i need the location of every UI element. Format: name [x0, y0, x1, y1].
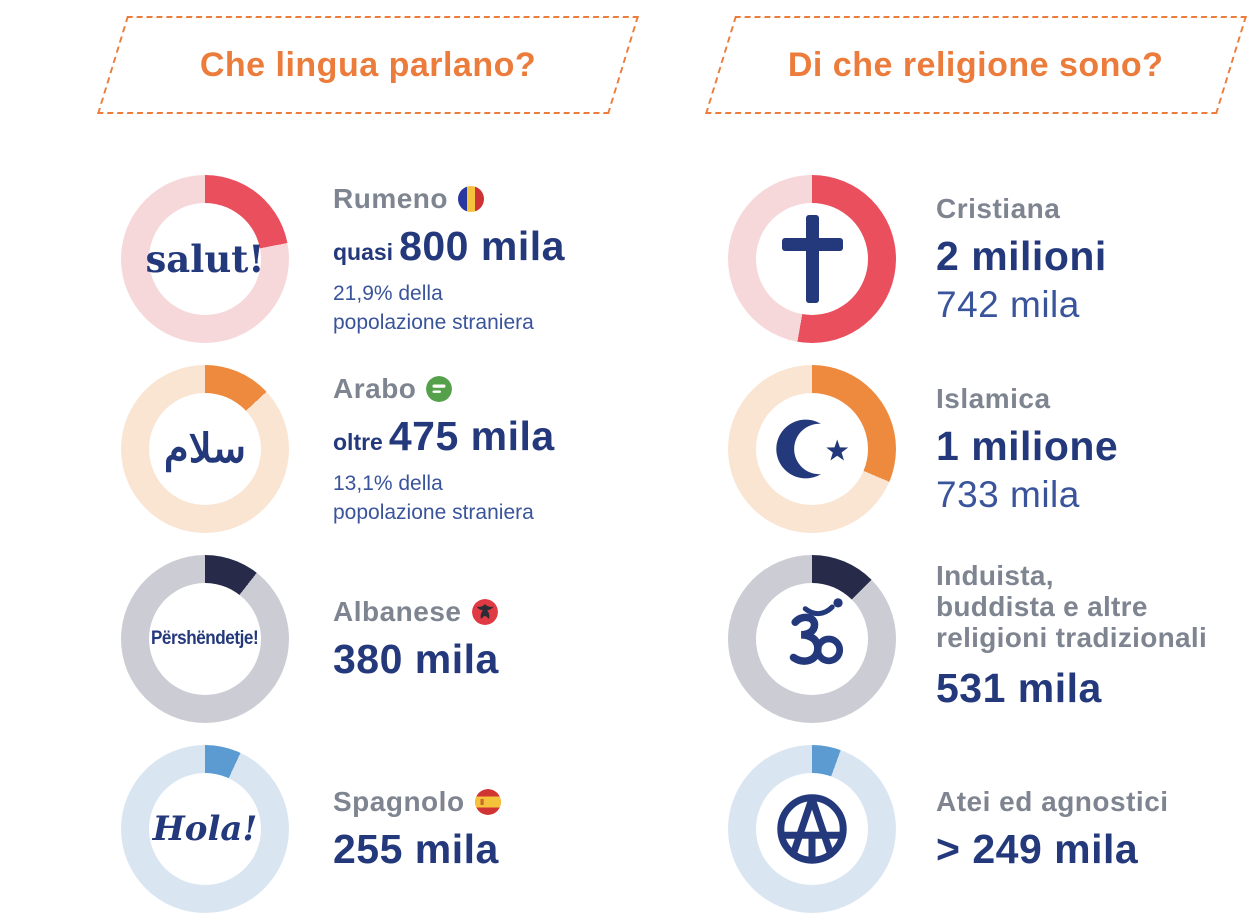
- donut-chart-atei: [728, 745, 896, 913]
- value-number: 380 mila: [333, 635, 499, 682]
- donut-chart-induista: [728, 555, 896, 723]
- religion-row-induista: Induista, buddista e altre religioni tra…: [728, 555, 1207, 723]
- religion-label-line3: religioni tradizionali: [936, 622, 1208, 653]
- language-label-row: Rumeno: [333, 183, 565, 215]
- religion-label-line2: buddista e altre: [936, 591, 1148, 622]
- language-row-albanese: Përshëndetje! Albanese 380 mila: [121, 555, 499, 723]
- language-label: Spagnolo: [333, 785, 465, 817]
- donut-hole: Përshëndetje!: [149, 583, 261, 695]
- value-number-light: 742 mila: [936, 283, 1080, 325]
- romania-flag-icon: [458, 185, 484, 212]
- value-line: 380 mila: [333, 636, 499, 683]
- value-line: > 249 mila: [936, 826, 1169, 873]
- value-qualifier: quasi: [333, 238, 394, 265]
- language-label-row: Albanese: [333, 596, 499, 628]
- christian-cross-icon: [782, 215, 843, 303]
- value-number-light: 733 mila: [936, 473, 1080, 515]
- saudi-arabia-flag-icon: [426, 375, 453, 402]
- donut-hole: salut!: [145, 203, 265, 315]
- donut-chart-arabo: سلام: [121, 365, 289, 533]
- donut-chart-islamica: [728, 365, 896, 533]
- religion-info-induista: Induista, buddista e altre religioni tra…: [936, 560, 1207, 712]
- religion-row-atei: Atei ed agnostici > 249 mila: [728, 745, 1169, 913]
- spain-flag-icon: [474, 788, 501, 815]
- albania-flag-icon: [471, 598, 498, 625]
- donut-hole: [756, 393, 868, 505]
- value-line: 1 milione: [936, 423, 1118, 470]
- atheism-symbol-icon: [777, 794, 847, 864]
- value-number: 255 mila: [333, 825, 499, 872]
- language-row-rumeno: salut! Rumeno quasi 800 mila 21,9% della …: [121, 175, 565, 343]
- value-line: oltre 475 mila: [333, 413, 555, 460]
- religion-info-islamica: Islamica 1 milione 733 mila: [936, 383, 1118, 516]
- donut-hole: [756, 773, 868, 885]
- religion-label: Islamica: [936, 382, 1051, 414]
- religion-label-line1: Induista,: [936, 560, 1054, 591]
- language-label-row: Arabo: [333, 373, 555, 405]
- value-number-bold: 2 milioni: [936, 232, 1107, 279]
- religion-row-islamica: Islamica 1 milione 733 mila: [728, 365, 1118, 533]
- religion-label: Cristiana: [936, 192, 1061, 224]
- value-number-bold: 1 milione: [936, 422, 1119, 469]
- languages-header-title: Che lingua parlano?: [199, 45, 537, 84]
- greeting-text-spanish: Hola!: [152, 809, 258, 849]
- donut-hole: Hola!: [149, 773, 261, 885]
- language-row-spagnolo: Hola! Spagnolo 255 mila: [121, 745, 501, 913]
- percent-note-line1: 13,1% della: [333, 471, 443, 495]
- language-label-row: Spagnolo: [333, 786, 501, 818]
- languages-header-banner: Che lingua parlano?: [97, 16, 639, 114]
- greeting-text-romanian: salut!: [145, 237, 265, 281]
- donut-chart-cristiana: [728, 175, 896, 343]
- language-info-arabo: Arabo oltre 475 mila 13,1% della popolazi…: [333, 373, 555, 526]
- value-line: 2 milioni: [936, 233, 1107, 280]
- donut-chart-albanese: Përshëndetje!: [121, 555, 289, 723]
- donut-hole: [756, 203, 868, 315]
- religions-header-title: Di che religione sono?: [788, 45, 1164, 84]
- greeting-text-arabic: سلام: [163, 427, 247, 471]
- language-label: Arabo: [333, 372, 417, 404]
- value-number-bold: 531 mila: [936, 665, 1102, 711]
- om-symbol-icon: [789, 598, 844, 665]
- religions-header-banner: Di che religione sono?: [705, 16, 1247, 114]
- religion-label-multiline: Induista, buddista e altre religioni tra…: [936, 560, 1207, 653]
- language-info-spagnolo: Spagnolo 255 mila: [333, 786, 501, 873]
- language-row-arabo: سلام Arabo oltre 475 mila 13,1% della pop…: [121, 365, 555, 533]
- value-line: quasi 800 mila: [333, 223, 565, 270]
- value-number: 475 mila: [388, 412, 555, 459]
- donut-hole: [756, 583, 868, 695]
- value-line: 531 mila: [936, 665, 1207, 712]
- religion-info-cristiana: Cristiana 2 milioni 742 mila: [936, 193, 1107, 326]
- value-number: 800 mila: [399, 222, 565, 269]
- religion-info-atei: Atei ed agnostici > 249 mila: [936, 786, 1169, 873]
- value-qualifier: oltre: [333, 428, 383, 455]
- language-label: Rumeno: [333, 182, 448, 214]
- donut-chart-rumeno: salut!: [121, 175, 289, 343]
- value-number-bold: > 249 mila: [936, 825, 1139, 872]
- language-info-rumeno: Rumeno quasi 800 mila 21,9% della popolaz…: [333, 183, 565, 336]
- language-label: Albanese: [333, 595, 462, 627]
- islam-crescent-star-icon: [776, 419, 849, 479]
- value-line: 255 mila: [333, 826, 501, 873]
- language-info-albanese: Albanese 380 mila: [333, 596, 499, 683]
- greeting-text-albanian: Përshëndetje!: [151, 628, 259, 649]
- donut-chart-spagnolo: Hola!: [121, 745, 289, 913]
- religion-row-cristiana: Cristiana 2 milioni 742 mila: [728, 175, 1107, 343]
- donut-hole: سلام: [149, 393, 261, 505]
- percent-note-line2: popolazione straniera: [333, 310, 534, 334]
- religion-label: Atei ed agnostici: [936, 785, 1169, 817]
- percent-note-line2: popolazione straniera: [333, 500, 534, 524]
- percent-note-line1: 21,9% della: [333, 281, 443, 305]
